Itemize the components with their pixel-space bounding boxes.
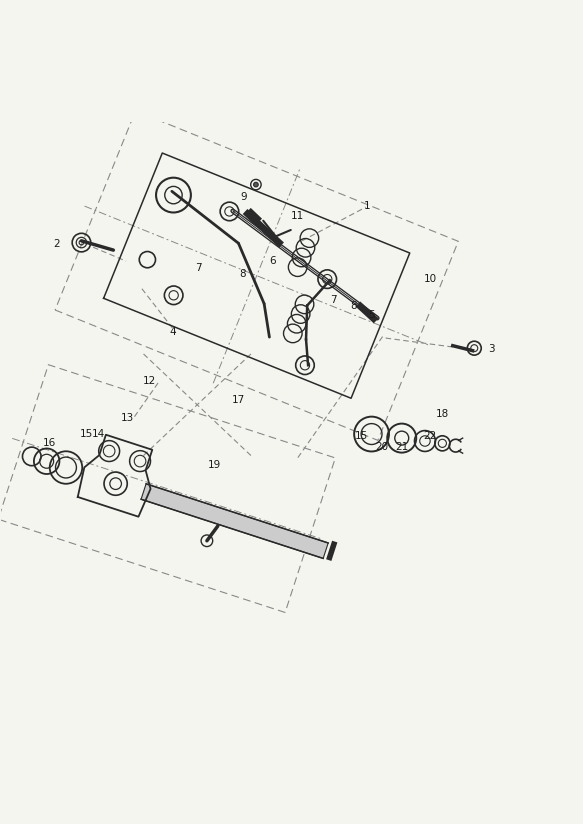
Text: 1: 1: [364, 201, 370, 211]
Text: 15: 15: [80, 429, 93, 439]
Text: 18: 18: [436, 409, 449, 419]
Text: 17: 17: [231, 396, 245, 405]
Text: 3: 3: [489, 344, 495, 354]
Text: 4: 4: [169, 327, 176, 337]
Text: 5: 5: [368, 310, 375, 320]
Text: 22: 22: [423, 432, 436, 442]
Text: 15: 15: [354, 432, 368, 442]
Text: 13: 13: [121, 413, 135, 423]
Text: 16: 16: [43, 438, 56, 447]
Text: 21: 21: [395, 442, 408, 452]
Text: 14: 14: [92, 429, 106, 439]
Text: 20: 20: [375, 442, 388, 452]
Circle shape: [254, 182, 258, 187]
Text: 6: 6: [269, 256, 276, 266]
Text: 9: 9: [241, 192, 247, 203]
Text: 7: 7: [195, 263, 202, 273]
Polygon shape: [141, 484, 328, 559]
Text: 8: 8: [350, 301, 357, 311]
Text: 12: 12: [143, 377, 156, 386]
Text: 2: 2: [53, 239, 60, 249]
Text: 11: 11: [291, 212, 304, 222]
Text: 8: 8: [239, 269, 245, 279]
Text: 7: 7: [330, 295, 336, 305]
Text: 10: 10: [424, 274, 437, 283]
Text: 19: 19: [208, 461, 222, 471]
